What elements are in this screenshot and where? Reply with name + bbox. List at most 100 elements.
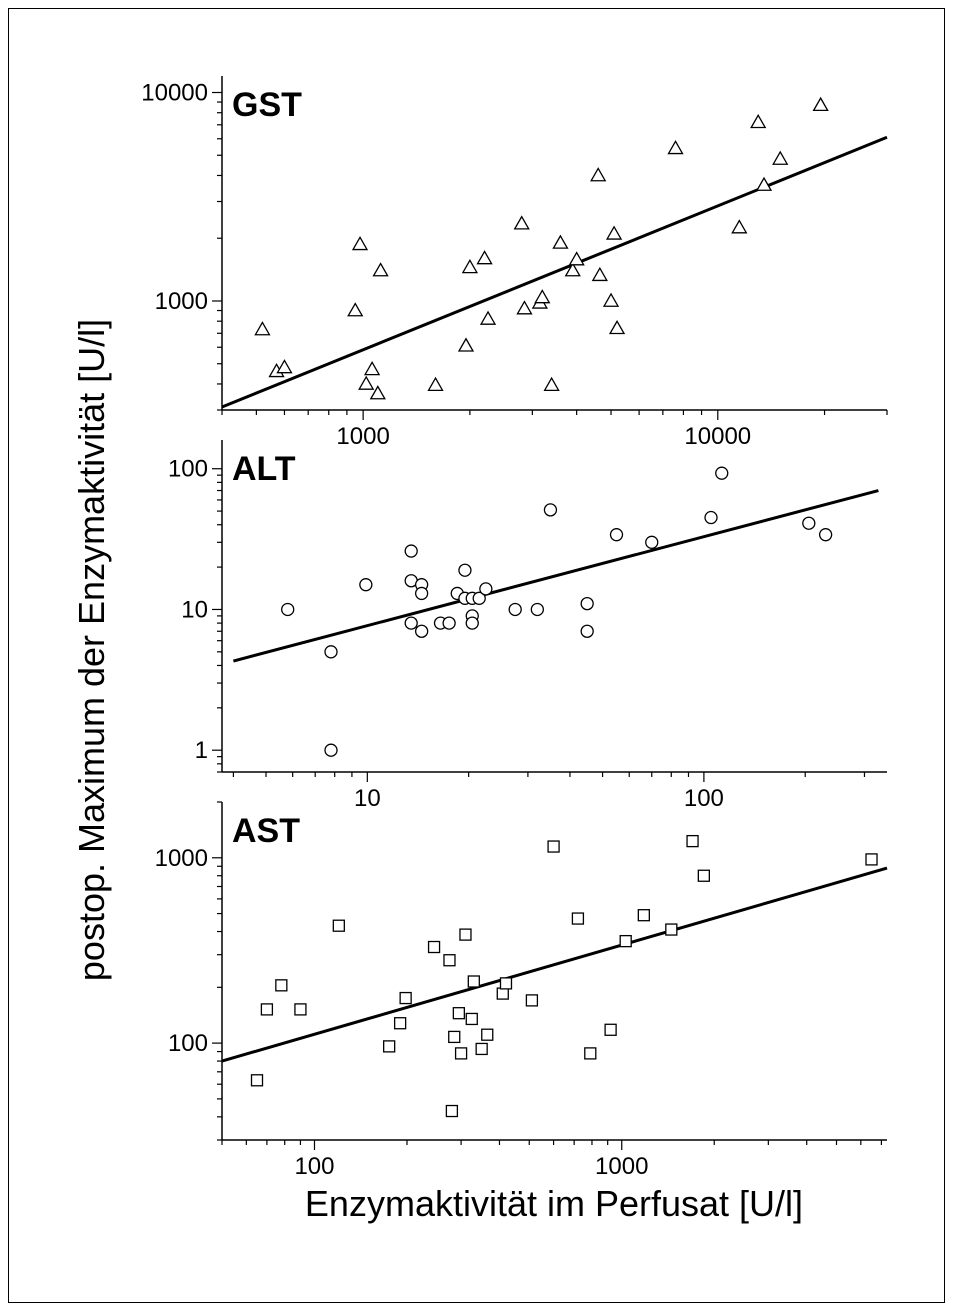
data-point-triangle xyxy=(568,251,585,266)
data-point-square xyxy=(443,954,456,967)
data-point-triangle xyxy=(750,113,767,129)
data-point-circle xyxy=(609,528,624,542)
data-point-circle xyxy=(281,602,295,617)
data-point-square xyxy=(525,994,539,1007)
data-point-triangle xyxy=(457,337,475,352)
data-point-triangle xyxy=(479,310,497,325)
data-point-circle xyxy=(479,582,493,596)
data-point-square xyxy=(604,1023,617,1036)
data-point-triangle xyxy=(564,262,581,277)
data-point-triangle xyxy=(590,167,607,182)
data-point-triangle xyxy=(358,375,375,390)
data-point-triangle xyxy=(552,234,569,249)
y-tick-label: 10000 xyxy=(141,80,208,107)
regression-line xyxy=(233,489,879,663)
x-tick-label: 10 xyxy=(354,785,381,812)
data-point-circle xyxy=(442,616,456,630)
data-point-square xyxy=(467,975,480,988)
x-tick-label: 100 xyxy=(684,785,724,812)
data-point-square xyxy=(399,991,412,1005)
y-tick-label: 100 xyxy=(168,456,208,483)
panel-title: AST xyxy=(232,812,300,850)
x-tick-label: 10000 xyxy=(684,423,751,450)
data-point-square xyxy=(427,940,441,954)
data-point-triangle xyxy=(369,385,386,400)
data-point-triangle xyxy=(461,259,479,274)
data-point-square xyxy=(260,1003,274,1016)
data-point-triangle xyxy=(427,376,444,391)
y-tick-label: 100 xyxy=(168,1030,208,1057)
y-tick-label: 1000 xyxy=(155,845,208,872)
data-point-square xyxy=(475,1042,488,1056)
data-point-triangle xyxy=(516,300,533,315)
data-point-circle xyxy=(580,596,594,611)
data-point-triangle xyxy=(772,150,789,165)
data-point-circle xyxy=(324,645,338,659)
data-point-circle xyxy=(580,624,594,638)
data-point-triangle xyxy=(254,321,271,336)
data-point-square xyxy=(481,1028,494,1041)
data-point-triangle xyxy=(543,376,560,391)
chart-panel-gst: 1000 10000 1000 10000 GST xyxy=(141,76,888,450)
data-point-triangle xyxy=(605,225,623,240)
data-point-circle xyxy=(704,510,718,525)
data-point-square xyxy=(465,1012,478,1026)
data-point-square xyxy=(445,1104,459,1118)
data-point-triangle xyxy=(731,219,748,234)
panel-title: GST xyxy=(232,86,302,124)
data-point-square xyxy=(294,1003,307,1016)
data-point-triangle xyxy=(608,319,626,335)
data-point-circle xyxy=(414,624,429,638)
data-point-square xyxy=(250,1074,264,1087)
data-point-square xyxy=(448,1030,461,1044)
data-point-square xyxy=(619,934,632,948)
data-point-square xyxy=(393,1017,407,1030)
data-point-triangle xyxy=(476,250,493,265)
data-point-triangle xyxy=(363,361,381,376)
data-point-circle xyxy=(414,586,429,601)
data-point-triangle xyxy=(755,176,773,191)
data-point-square xyxy=(686,834,699,848)
data-point-circle xyxy=(543,503,558,517)
data-point-square xyxy=(452,1007,465,1020)
data-point-circle xyxy=(465,616,479,630)
regression-line xyxy=(221,866,888,1063)
x-tick-label: 100 xyxy=(294,1153,334,1180)
data-point-square xyxy=(332,919,345,932)
data-point-square xyxy=(865,853,878,866)
data-point-circle xyxy=(715,466,729,480)
data-point-circle xyxy=(645,535,659,549)
chart-panel-alt: 10 100 1 10 100 ALT xyxy=(168,440,887,812)
data-point-square xyxy=(499,977,513,990)
data-point-square xyxy=(571,912,585,925)
data-point-square xyxy=(637,909,650,922)
data-point-circle xyxy=(324,743,338,757)
data-point-triangle xyxy=(591,266,608,282)
data-point-triangle xyxy=(351,236,369,251)
data-point-circle xyxy=(530,602,544,617)
data-point-square xyxy=(496,987,509,1000)
panel-title: ALT xyxy=(232,450,296,488)
y-tick-label: 1000 xyxy=(155,288,208,315)
data-point-triangle xyxy=(667,139,684,155)
data-point-circle xyxy=(458,563,472,577)
data-point-triangle xyxy=(372,262,389,277)
data-point-square xyxy=(459,928,472,941)
data-point-circle xyxy=(472,591,486,605)
data-point-circle xyxy=(818,528,833,542)
y-axis-label: postop. Maximum der Enzymaktivität [U/l] xyxy=(71,319,112,981)
chart-panel-ast: 100 1000 100 1000 AST xyxy=(155,801,888,1180)
data-point-square xyxy=(584,1047,597,1060)
data-point-circle xyxy=(404,544,418,558)
x-tick-label: 1000 xyxy=(595,1153,648,1180)
data-point-triangle xyxy=(602,292,620,307)
data-point-circle xyxy=(404,616,418,630)
data-point-square xyxy=(697,869,710,882)
data-point-square xyxy=(275,979,288,992)
data-point-square xyxy=(547,840,560,853)
data-point-square xyxy=(665,923,678,936)
data-point-circle xyxy=(508,602,522,617)
data-point-triangle xyxy=(534,289,551,304)
data-point-triangle xyxy=(276,359,293,374)
